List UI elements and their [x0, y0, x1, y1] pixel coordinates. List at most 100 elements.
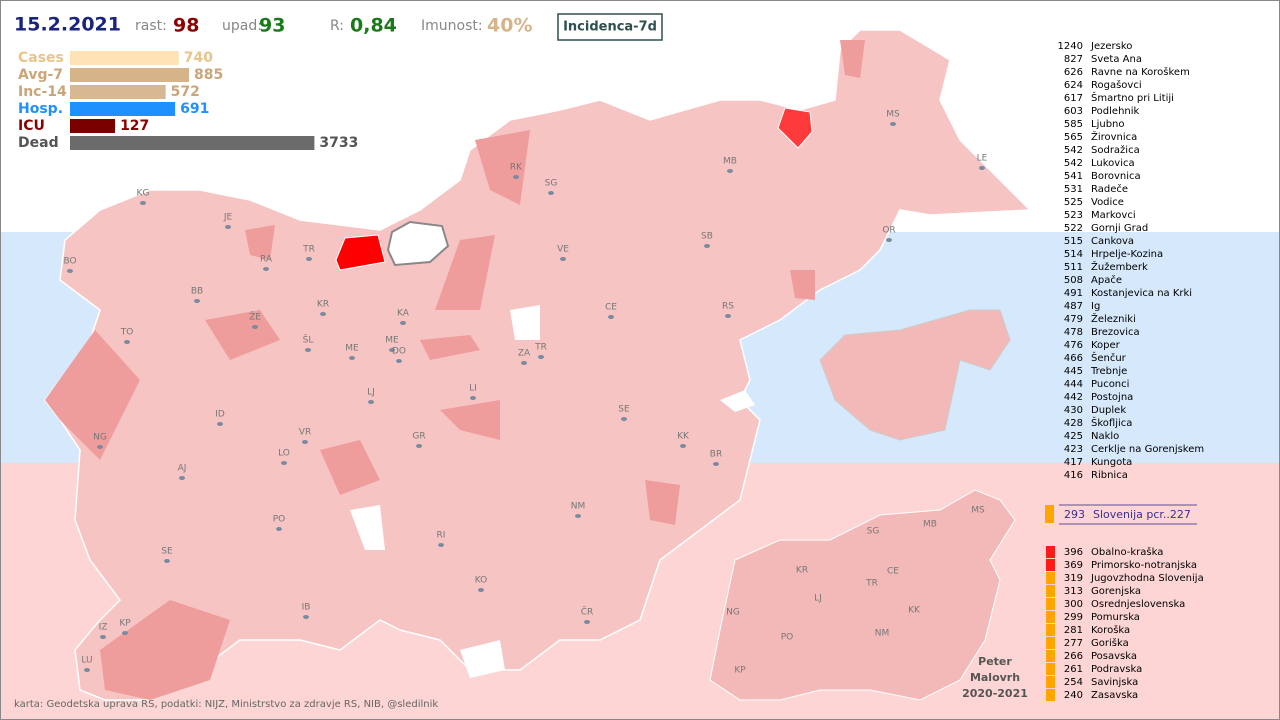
city-dot — [303, 615, 309, 619]
region-name: Osrednjeslovenska — [1091, 599, 1185, 610]
summary-value: 293 — [1064, 508, 1085, 521]
map-label: VE — [557, 245, 569, 255]
map-label: RS — [722, 302, 734, 312]
rise-label: rast: — [135, 18, 167, 34]
city-dot — [396, 359, 402, 363]
stat-bar — [70, 102, 176, 116]
map-highlight — [386, 220, 450, 267]
stat-value: 127 — [120, 118, 149, 134]
map-label: SE — [161, 547, 173, 557]
muni-name: Šmartno pri Litiji — [1091, 91, 1174, 104]
map-label: RI — [437, 531, 446, 541]
small-map-label: KR — [796, 566, 808, 576]
muni-value: 428 — [1064, 418, 1083, 429]
region-value: 300 — [1064, 599, 1083, 610]
region-value: 369 — [1064, 560, 1083, 571]
region-value: 277 — [1064, 638, 1083, 649]
city-dot — [217, 422, 223, 426]
map-top — [335, 234, 386, 271]
muni-value: 1240 — [1058, 41, 1083, 52]
city-dot — [349, 356, 355, 360]
stat-label: Inc-14 — [18, 84, 67, 100]
map-label: VR — [299, 428, 311, 438]
muni-value: 525 — [1064, 197, 1083, 208]
city-dot — [470, 396, 476, 400]
region-value: 281 — [1064, 625, 1083, 636]
mode-button-label[interactable]: Incidenca-7d — [563, 20, 657, 35]
region-map — [709, 489, 1016, 701]
city-dot — [548, 191, 554, 195]
stat-value: 740 — [184, 50, 213, 66]
region-name: Primorsko-notranjska — [1091, 560, 1197, 571]
muni-name: Jezersko — [1090, 41, 1132, 52]
stat-label: Avg-7 — [18, 67, 63, 83]
region-name: Zasavska — [1091, 690, 1138, 701]
muni-value: 416 — [1064, 470, 1083, 481]
muni-value: 479 — [1064, 314, 1083, 325]
muni-value: 423 — [1064, 444, 1083, 455]
muni-value: 508 — [1064, 275, 1083, 286]
city-dot — [225, 225, 231, 229]
city-dot — [302, 440, 308, 444]
muni-name: Hrpelje-Kozina — [1091, 249, 1163, 260]
region-value: 299 — [1064, 612, 1083, 623]
small-map-label: KK — [908, 606, 921, 616]
small-map-label: PO — [781, 633, 794, 643]
city-dot — [560, 257, 566, 261]
region-marker — [1046, 559, 1055, 571]
region-name: Jugovzhodna Slovenija — [1090, 573, 1204, 584]
region-value: 261 — [1064, 664, 1083, 675]
map-patches — [45, 40, 865, 700]
city-dot — [263, 267, 269, 271]
stat-value: 3733 — [319, 135, 358, 151]
muni-name: Žužemberk — [1091, 260, 1148, 273]
map-label: KA — [397, 309, 410, 319]
muni-name: Vodice — [1091, 197, 1124, 208]
city-dot — [306, 257, 312, 261]
region-value: 266 — [1064, 651, 1083, 662]
muni-name: Duplek — [1091, 405, 1126, 416]
city-dot — [521, 361, 527, 365]
map-label: KO — [475, 576, 488, 586]
city-dot — [416, 444, 422, 448]
map-label: LO — [278, 449, 290, 459]
region-marker — [1046, 585, 1055, 597]
fall-label: upad: — [222, 18, 262, 34]
stat-label: Cases — [18, 50, 64, 66]
map-label: BO — [63, 257, 76, 267]
muni-value: 542 — [1064, 158, 1083, 169]
r-value: 0,84 — [350, 15, 397, 37]
map-label: AJ — [178, 464, 187, 474]
city-dot — [124, 340, 130, 344]
city-dot — [979, 166, 985, 170]
region-marker — [1046, 637, 1055, 649]
muni-name: Postojna — [1091, 392, 1133, 403]
muni-name: Šenčur — [1091, 351, 1127, 364]
stat-value: 691 — [180, 101, 209, 117]
muni-value: 617 — [1064, 93, 1083, 104]
map-light — [350, 305, 755, 678]
muni-name: Lukovica — [1091, 158, 1135, 169]
mode-button[interactable] — [557, 13, 663, 41]
muni-value: 522 — [1064, 223, 1083, 234]
city-dot — [84, 668, 90, 672]
author: Peter — [978, 655, 1012, 668]
city-dot — [608, 315, 614, 319]
muni-value: 430 — [1064, 405, 1083, 416]
region-value: 254 — [1064, 677, 1083, 688]
small-map-label: LJ — [814, 594, 822, 604]
region-value: 240 — [1064, 690, 1083, 701]
city-dot — [513, 175, 519, 179]
map-label: DO — [392, 347, 406, 357]
city-dot — [252, 325, 258, 329]
region-name: Gorenjska — [1091, 586, 1141, 597]
overview-map — [819, 309, 1011, 441]
muni-name: Žirovnica — [1091, 130, 1137, 143]
r-label: R: — [330, 18, 344, 34]
region-marker — [1046, 611, 1055, 623]
map-label: MB — [723, 157, 737, 167]
region-marker — [1046, 650, 1055, 662]
city-dot — [890, 122, 896, 126]
map-label: NM — [571, 502, 586, 512]
